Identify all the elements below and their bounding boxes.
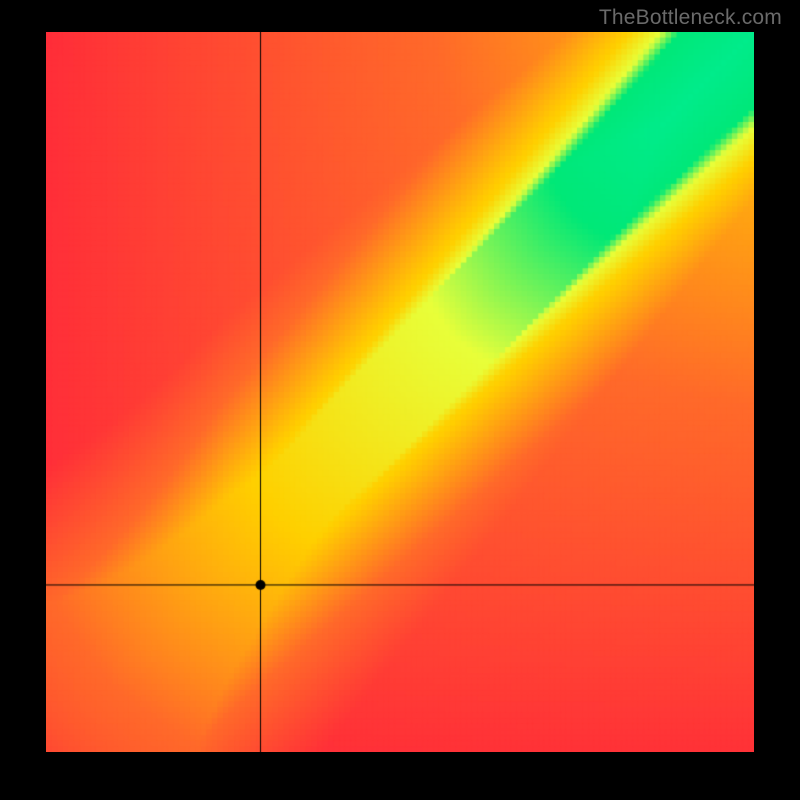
watermark-text: TheBottleneck.com — [599, 6, 782, 30]
chart-outer-frame: TheBottleneck.com — [0, 0, 800, 800]
heatmap-plot-area — [46, 32, 754, 752]
heatmap-canvas — [46, 32, 754, 752]
